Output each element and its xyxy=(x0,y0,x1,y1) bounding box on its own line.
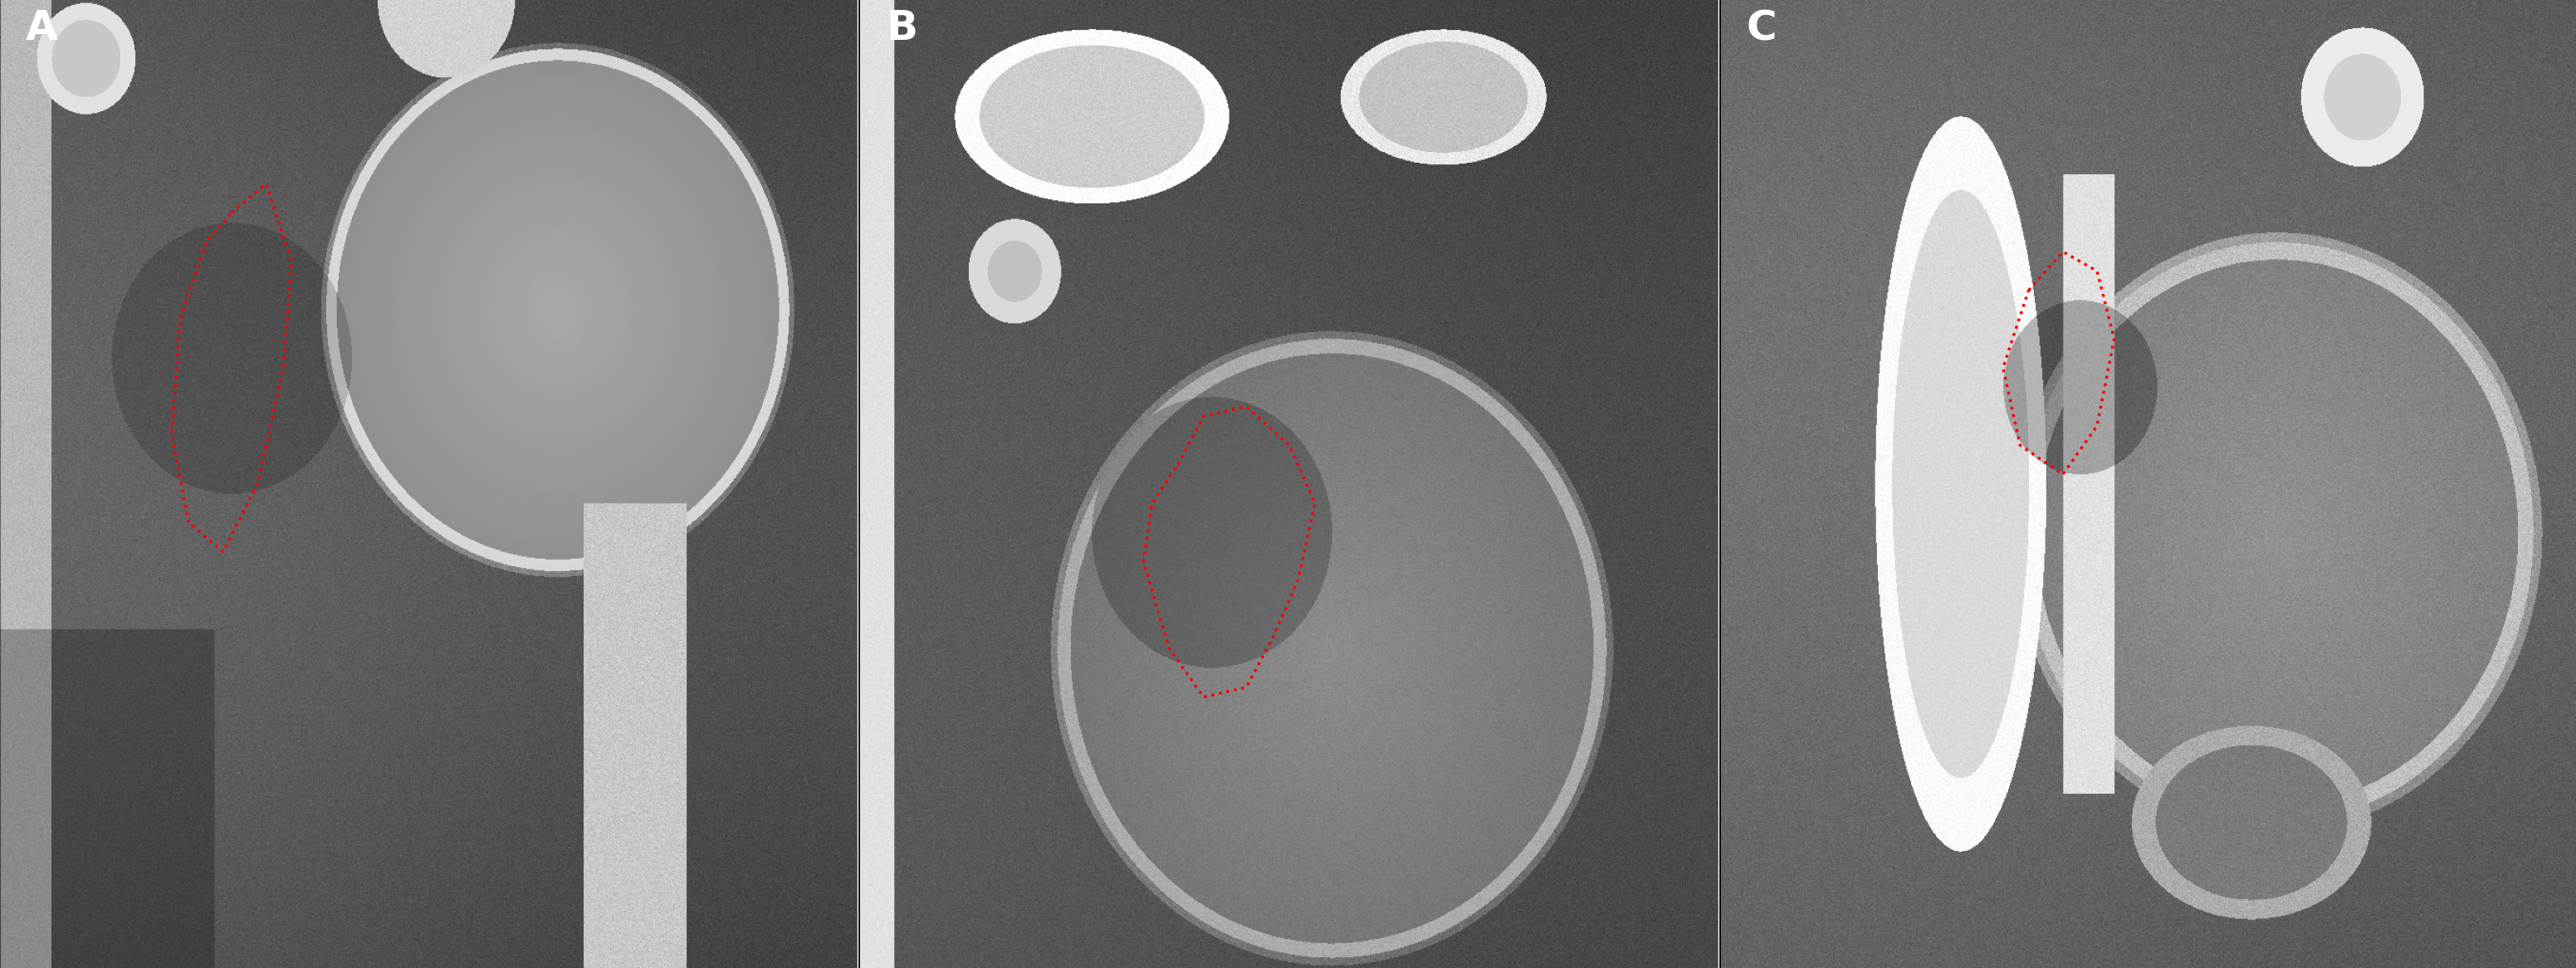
Text: C: C xyxy=(1747,9,1777,48)
Text: B: B xyxy=(886,9,917,48)
Text: A: A xyxy=(26,9,57,48)
